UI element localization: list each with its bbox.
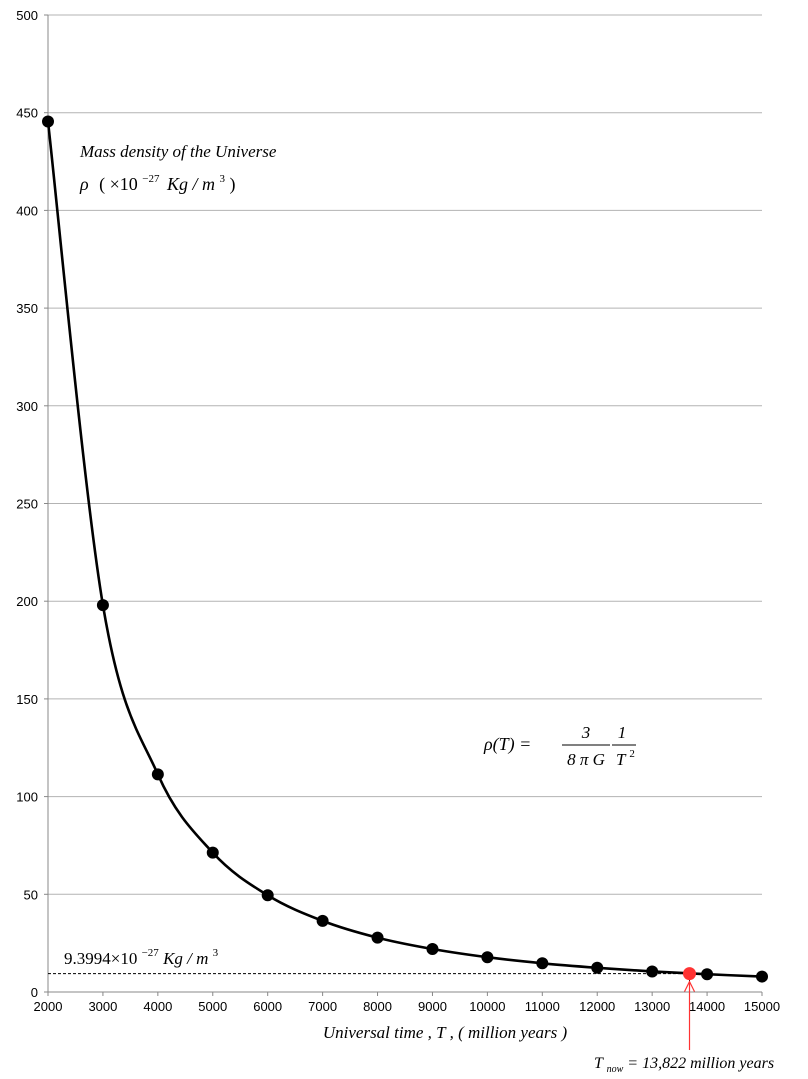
formula-num2: 1 (618, 723, 627, 742)
data-points (42, 115, 768, 983)
data-point (96, 599, 109, 612)
x-tick-label: 7000 (308, 999, 337, 1014)
data-point (316, 914, 329, 927)
x-tick-label: 12000 (579, 999, 615, 1014)
y-tick-label: 50 (24, 887, 38, 902)
value-exp: −27 (142, 947, 160, 959)
data-point (536, 957, 549, 970)
tnow-rest: = 13,822 million years (627, 1055, 774, 1072)
x-tick-label: 15000 (744, 999, 780, 1014)
x-tick-label: 4000 (143, 999, 172, 1014)
tnow-label: T now = 13,822 million years (594, 1055, 774, 1076)
y-tick-label: 200 (16, 594, 38, 609)
formula-den2: T 2 (616, 748, 635, 769)
data-point (756, 970, 768, 983)
data-point (371, 931, 384, 944)
x-tick-label: 2000 (34, 999, 63, 1014)
value-annotation: 9.3994×10 −27 Kg / m 3 (64, 941, 219, 968)
formula-den2-t: T (616, 750, 627, 769)
y-tick-labels: 0 50 100 150 200 250 300 350 400 450 500 (16, 8, 48, 1000)
tnow-t: T (594, 1055, 604, 1072)
x-tick-label: 5000 (198, 999, 227, 1014)
ylabel-unit-mid: Kg / m (166, 174, 215, 194)
y-tick-label: 150 (16, 692, 38, 707)
data-point (206, 846, 219, 859)
value-base: 9.3994×10 (64, 949, 137, 968)
value-unit: Kg / m (162, 949, 208, 968)
ylabel-unit: ρ ( ×10 −27 Kg / m 3 ) (79, 166, 236, 195)
x-tick-labels: 2000 3000 4000 5000 6000 7000 8000 9000 10000 110… (34, 992, 780, 1014)
ylabel-rho: ρ (79, 174, 89, 194)
x-tick-label: 11000 (525, 999, 560, 1014)
x-tick-label: 8000 (363, 999, 392, 1014)
ylabel-unit-exp: −27 (142, 173, 160, 185)
y-tick-label: 500 (16, 8, 38, 23)
density-curve (46, 121, 763, 978)
formula: ρ(T) = 3 8 π G 1 T 2 (483, 723, 636, 769)
data-point (261, 889, 274, 902)
data-point (151, 768, 164, 781)
y-tick-label: 100 (16, 790, 38, 805)
y-tick-label: 400 (16, 203, 38, 218)
y-tick-label: 300 (16, 399, 38, 414)
value-pow: 3 (213, 947, 219, 959)
ylabel-unit-pow: 3 (220, 173, 226, 185)
now-highlight-point (683, 967, 697, 981)
y-tick-label: 250 (16, 497, 38, 512)
formula-den2-pow: 2 (629, 748, 635, 760)
y-tick-label: 450 (16, 106, 38, 121)
formula-num1: 3 (581, 723, 591, 742)
data-point (701, 968, 714, 981)
ylabel-unit-open: ( ×10 (99, 174, 138, 195)
x-axis-label: Universal time , T , ( million years ) (323, 1023, 568, 1042)
x-tick-label: 10000 (469, 999, 505, 1014)
x-tick-label: 14000 (689, 999, 725, 1014)
data-point (42, 115, 54, 128)
ylabel-unit-close: ) (230, 174, 236, 195)
x-tick-label: 13000 (634, 999, 670, 1014)
x-tick-label: 6000 (253, 999, 282, 1014)
y-tick-label: 350 (16, 301, 38, 316)
formula-lhs: ρ(T) = (483, 734, 531, 755)
now-arrow (683, 980, 696, 1050)
data-point (426, 943, 439, 956)
tnow-sub: now (607, 1064, 624, 1075)
data-point (646, 965, 659, 978)
y-tick-label: 0 (31, 985, 38, 1000)
data-point (591, 961, 604, 974)
x-tick-label: 9000 (418, 999, 447, 1014)
x-tick-label: 3000 (88, 999, 117, 1014)
ylabel-line1: Mass density of the Universe (79, 142, 277, 161)
grid-lines (48, 14, 762, 895)
data-point (481, 951, 494, 964)
formula-den1: 8 π G (567, 750, 605, 769)
